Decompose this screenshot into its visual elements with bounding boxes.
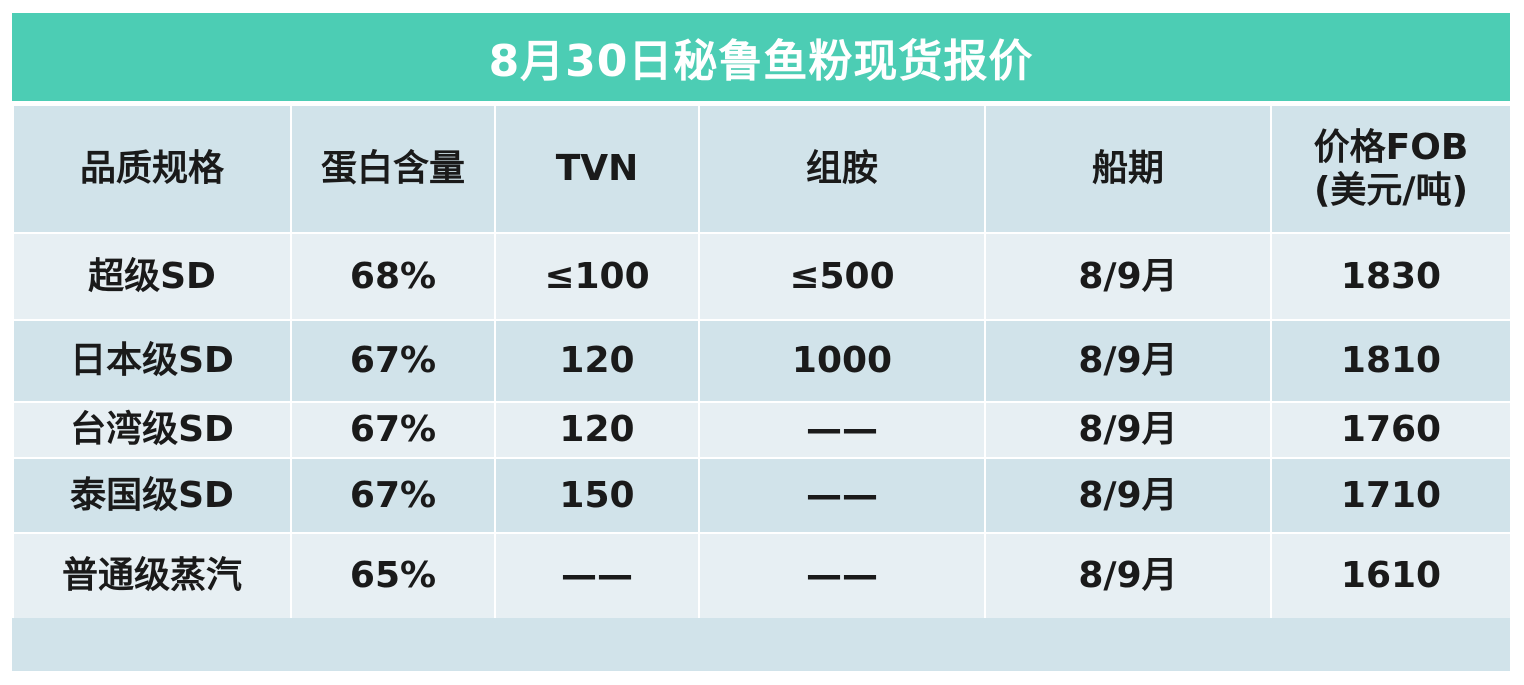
cell-tvn: 120 [494,319,700,403]
cell-shipment: 8/9月 [984,532,1272,620]
cell-histamine: —— [698,532,986,620]
cell-tvn: ≤100 [494,232,700,321]
table-row: 普通级蒸汽 65% —— —— 8/9月 1610 [12,532,1512,620]
header-tvn: TVN [494,104,700,234]
cell-histamine: —— [698,457,986,534]
table-row: 日本级SD 67% 120 1000 8/9月 1810 [12,319,1512,403]
header-shipment: 船期 [984,104,1272,234]
cell-histamine: ≤500 [698,232,986,321]
price-sheet: 8月30日秘鲁鱼粉现货报价 品质规格 蛋白含量 TVN 组胺 船期 价格FOB … [12,13,1512,671]
cell-histamine: 1000 [698,319,986,403]
cell-spec: 普通级蒸汽 [12,532,292,620]
cell-spec: 台湾级SD [12,401,292,459]
cell-protein: 65% [290,532,496,620]
header-spec: 品质规格 [12,104,292,234]
cell-protein: 67% [290,401,496,459]
cell-price: 1760 [1270,401,1512,459]
header-price: 价格FOB (美元/吨) [1270,104,1512,234]
cell-tvn: 150 [494,457,700,534]
header-price-line2: (美元/吨) [1313,170,1469,211]
table-row: 超级SD 68% ≤100 ≤500 8/9月 1830 [12,232,1512,321]
cell-protein: 68% [290,232,496,321]
cell-tvn: —— [494,532,700,620]
cell-shipment: 8/9月 [984,401,1272,459]
cell-histamine: —— [698,401,986,459]
header-price-line1: 价格FOB [1313,126,1469,168]
cell-tvn: 120 [494,401,700,459]
cell-spec: 泰国级SD [12,457,292,534]
table-header-row: 品质规格 蛋白含量 TVN 组胺 船期 价格FOB (美元/吨) [12,104,1512,234]
cell-protein: 67% [290,457,496,534]
cell-price: 1610 [1270,532,1512,620]
sheet-title: 8月30日秘鲁鱼粉现货报价 [12,13,1510,101]
cell-price: 1710 [1270,457,1512,534]
cell-protein: 67% [290,319,496,403]
table-row: 台湾级SD 67% 120 —— 8/9月 1760 [12,401,1512,459]
footer-band [12,618,1510,671]
quote-table: 品质规格 蛋白含量 TVN 组胺 船期 价格FOB (美元/吨) 超级SD 68… [12,104,1512,620]
table-row: 泰国级SD 67% 150 —— 8/9月 1710 [12,457,1512,534]
cell-price: 1810 [1270,319,1512,403]
cell-shipment: 8/9月 [984,319,1272,403]
cell-shipment: 8/9月 [984,232,1272,321]
header-histamine: 组胺 [698,104,986,234]
cell-spec: 超级SD [12,232,292,321]
header-protein: 蛋白含量 [290,104,496,234]
cell-spec: 日本级SD [12,319,292,403]
cell-shipment: 8/9月 [984,457,1272,534]
cell-price: 1830 [1270,232,1512,321]
